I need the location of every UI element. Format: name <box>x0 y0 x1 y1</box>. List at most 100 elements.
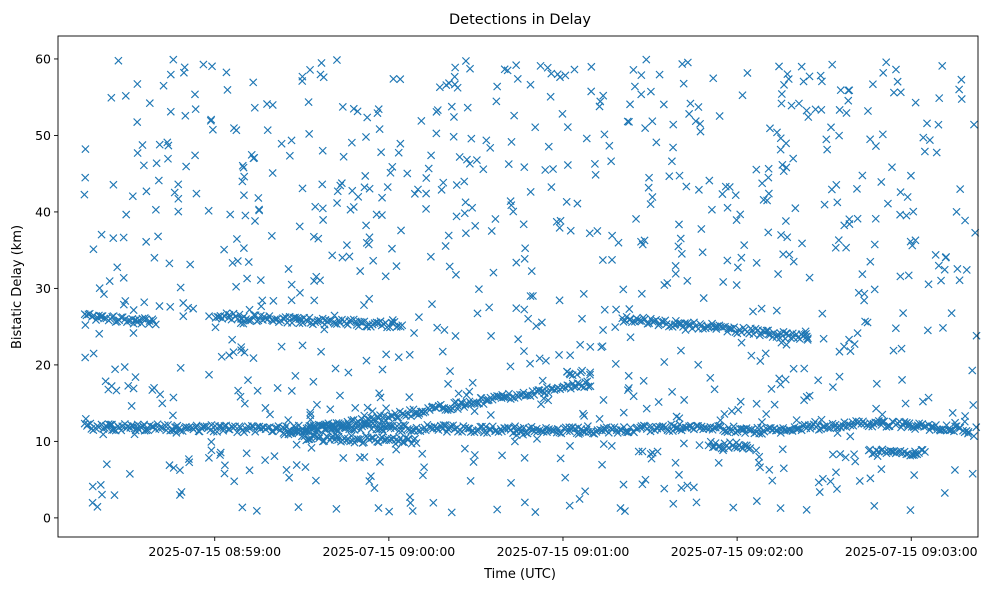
data-point <box>723 203 732 212</box>
data-point <box>675 420 684 429</box>
data-point <box>114 56 123 65</box>
data-point <box>814 425 823 434</box>
data-point <box>779 464 788 473</box>
data-point <box>176 363 185 372</box>
data-point <box>219 424 228 433</box>
data-point <box>925 136 934 145</box>
data-point <box>924 280 933 289</box>
data-point <box>445 262 454 271</box>
data-point <box>284 264 293 273</box>
data-point <box>920 447 929 456</box>
data-point <box>732 281 741 290</box>
data-point <box>828 383 837 392</box>
data-point <box>314 316 323 325</box>
data-point <box>451 63 460 72</box>
data-point <box>648 193 657 202</box>
data-point <box>295 319 304 328</box>
data-point <box>960 417 969 426</box>
y-axis: 0 10 20 30 40 50 60 <box>35 51 58 525</box>
data-point <box>151 320 160 329</box>
data-point <box>882 58 891 67</box>
data-point <box>230 477 239 486</box>
data-point <box>238 503 247 512</box>
data-point <box>756 463 765 472</box>
data-point <box>233 428 242 437</box>
data-point <box>872 379 881 388</box>
data-point <box>372 210 381 219</box>
data-point <box>896 272 905 281</box>
data-point <box>555 223 564 232</box>
data-point <box>124 316 133 325</box>
data-point <box>148 385 157 395</box>
data-point <box>654 398 663 407</box>
y-tick-label: 60 <box>35 51 51 66</box>
data-point <box>513 74 522 83</box>
data-point <box>723 428 732 437</box>
x-tick-label: 2025-07-15 09:03:00 <box>845 544 978 559</box>
data-point <box>841 453 850 462</box>
data-point <box>414 426 423 435</box>
data-point <box>803 334 812 343</box>
data-point <box>607 255 617 264</box>
data-point <box>836 86 845 95</box>
data-point <box>543 63 552 72</box>
data-point <box>599 395 608 404</box>
data-point <box>158 399 167 408</box>
data-point <box>562 197 571 206</box>
data-point <box>616 504 625 513</box>
data-point <box>255 205 264 214</box>
data-point <box>653 447 662 456</box>
data-point <box>444 379 453 388</box>
data-point <box>730 323 739 332</box>
data-point <box>599 440 608 449</box>
data-point <box>472 156 481 165</box>
data-point <box>537 400 546 409</box>
data-point <box>362 221 371 230</box>
data-point <box>128 192 137 201</box>
data-point <box>97 230 106 239</box>
data-point <box>752 165 761 174</box>
data-point <box>396 139 405 148</box>
data-point <box>426 252 435 261</box>
data-point <box>172 428 181 437</box>
data-point <box>222 68 231 77</box>
data-point <box>377 148 386 157</box>
data-point <box>110 491 119 500</box>
data-point <box>844 86 853 95</box>
data-point <box>906 506 915 515</box>
data-point <box>470 450 479 460</box>
data-point <box>361 171 370 180</box>
data-point <box>904 271 913 280</box>
data-point <box>621 427 630 436</box>
data-point <box>947 309 956 318</box>
data-point <box>265 312 274 321</box>
data-point <box>781 375 790 384</box>
data-point <box>764 228 773 237</box>
data-point <box>555 296 564 305</box>
data-point <box>747 351 756 360</box>
data-point <box>585 229 594 238</box>
data-point <box>99 290 108 299</box>
data-point <box>121 91 130 100</box>
data-point <box>236 392 245 401</box>
data-point <box>154 176 163 185</box>
data-point <box>607 157 616 166</box>
data-point <box>345 252 354 261</box>
data-point <box>565 427 574 436</box>
data-point <box>383 183 392 192</box>
data-point <box>374 105 383 114</box>
data-point <box>655 70 664 79</box>
data-point <box>920 147 929 156</box>
data-point <box>625 305 634 314</box>
data-point <box>720 409 729 418</box>
data-point <box>629 65 638 74</box>
data-point <box>453 83 462 92</box>
data-point <box>133 149 142 158</box>
data-point <box>181 111 190 120</box>
data-point <box>911 447 920 456</box>
data-point <box>863 106 872 116</box>
data-point <box>683 58 692 67</box>
data-point <box>452 181 461 190</box>
data-point <box>669 143 678 152</box>
